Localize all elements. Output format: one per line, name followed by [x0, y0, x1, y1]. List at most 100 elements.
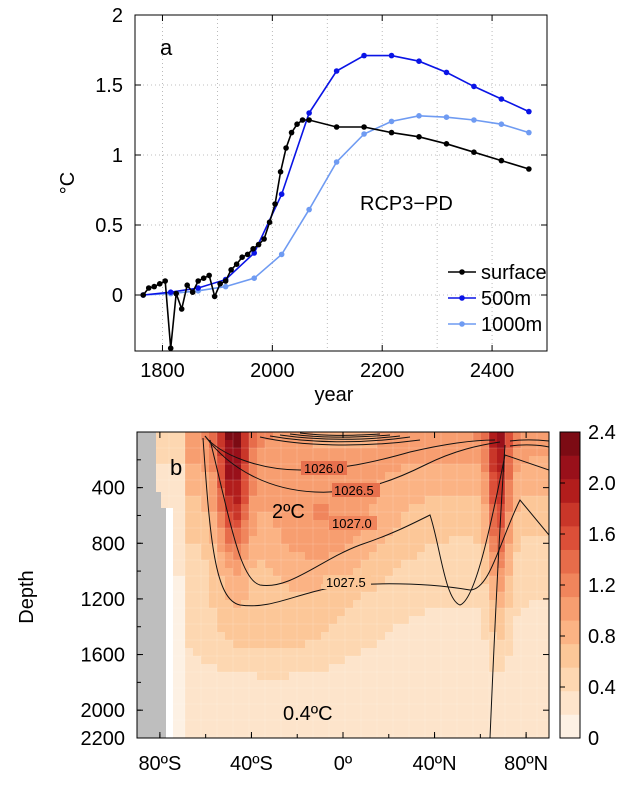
- heatmap-cell: [225, 520, 234, 529]
- heatmap-cell: [305, 480, 314, 489]
- heatmap-cell: [313, 648, 322, 657]
- heatmap-cell: [249, 648, 258, 657]
- heatmap-cell: [457, 568, 466, 577]
- heatmap-cell: [393, 648, 402, 657]
- heatmap-cell: [273, 616, 282, 625]
- legend-swatch-marker: [459, 321, 465, 327]
- heatmap-cell: [377, 432, 386, 441]
- heatmap-cell: [241, 576, 250, 585]
- heatmap-cell: [473, 600, 482, 609]
- heatmap-cell: [521, 640, 530, 649]
- heatmap-cell: [249, 504, 258, 513]
- heatmap-cell: [353, 496, 362, 505]
- heatmap-cell: [273, 560, 282, 569]
- x-tick-label: 1800: [140, 360, 185, 382]
- heatmap-cell: [209, 656, 218, 665]
- heatmap-cell: [257, 496, 266, 505]
- heatmap-cell: [353, 472, 362, 481]
- heatmap-cell: [417, 576, 426, 585]
- heatmap-cell: [433, 656, 442, 665]
- panel-a-series: [140, 52, 532, 351]
- heatmap-cell: [313, 472, 322, 481]
- heatmap-cell: [385, 448, 394, 457]
- heatmap-cell: [489, 584, 498, 593]
- heatmap-cell: [329, 448, 338, 457]
- heatmap-cell: [401, 512, 410, 521]
- heatmap-cell: [505, 464, 514, 473]
- heatmap-cell: [297, 600, 306, 609]
- heatmap-cell: [441, 592, 450, 601]
- heatmap-cell: [465, 640, 474, 649]
- heatmap-cell: [305, 592, 314, 601]
- heatmap-cell: [417, 504, 426, 513]
- heatmap-cell: [457, 664, 466, 673]
- heatmap-cell: [169, 736, 178, 738]
- heatmap-cell: [409, 456, 418, 465]
- heatmap-cell: [425, 720, 434, 729]
- heatmap-cell: [513, 632, 522, 641]
- heatmap-cell: [473, 640, 482, 649]
- heatmap-cell: [377, 488, 386, 497]
- heatmap-cell: [161, 440, 170, 449]
- heatmap-cell: [345, 456, 354, 465]
- heatmap-cell: [545, 480, 549, 489]
- data-point: [283, 145, 289, 151]
- heatmap-cell: [441, 696, 450, 705]
- heatmap-cell: [201, 496, 210, 505]
- heatmap-cell: [345, 504, 354, 513]
- contour-line: [489, 444, 506, 738]
- heatmap-cell: [409, 648, 418, 657]
- heatmap-cell: [497, 584, 506, 593]
- heatmap-cell: [449, 680, 458, 689]
- heatmap-cell: [425, 472, 434, 481]
- heatmap-cell: [177, 688, 186, 697]
- heatmap-cell: [481, 680, 490, 689]
- heatmap-cell: [545, 448, 549, 457]
- heatmap-cell: [361, 656, 370, 665]
- heatmap-cell: [241, 720, 250, 729]
- heatmap-cell: [257, 712, 266, 721]
- heatmap-cell: [513, 536, 522, 545]
- heatmap-cell: [425, 536, 434, 545]
- heatmap-cell: [521, 712, 530, 721]
- heatmap-cell: [505, 528, 514, 537]
- heatmap-cell: [337, 720, 346, 729]
- heatmap-cell: [225, 672, 234, 681]
- colorbar-segment: [560, 714, 580, 739]
- heatmap-cell: [193, 736, 202, 738]
- heatmap-cell: [513, 648, 522, 657]
- heatmap-cell: [273, 448, 282, 457]
- heatmap-cell: [193, 480, 202, 489]
- heatmap-cell: [353, 672, 362, 681]
- heatmap-cell: [313, 520, 322, 529]
- heatmap-cell: [537, 528, 546, 537]
- data-point: [277, 169, 284, 175]
- heatmap-cell: [433, 728, 442, 737]
- heatmap-cell: [393, 624, 402, 633]
- heatmap-cell: [193, 648, 202, 657]
- data-point: [498, 96, 505, 102]
- heatmap-cell: [201, 632, 210, 641]
- heatmap-cell: [441, 632, 450, 641]
- heatmap-cell: [473, 568, 482, 577]
- heatmap-cell: [433, 696, 442, 705]
- heatmap-cell: [481, 616, 490, 625]
- heatmap-cell: [481, 696, 490, 705]
- heatmap-cell: [321, 432, 330, 441]
- heatmap-cell: [177, 632, 186, 641]
- heatmap-cell: [233, 472, 242, 481]
- heatmap-cell: [529, 440, 538, 449]
- heatmap-cell: [449, 592, 458, 601]
- data-point: [162, 278, 169, 284]
- heatmap-cell: [177, 616, 186, 625]
- heatmap-cell: [313, 664, 322, 673]
- heatmap-cell: [433, 512, 442, 521]
- heatmap-cell: [201, 680, 210, 689]
- heatmap-cell: [297, 520, 306, 529]
- heatmap-cell: [281, 496, 290, 505]
- heatmap-cell: [337, 536, 346, 545]
- heatmap-cell: [481, 664, 490, 673]
- heatmap-cell: [433, 480, 442, 489]
- heatmap-cell: [305, 704, 314, 713]
- heatmap-cell: [425, 600, 434, 609]
